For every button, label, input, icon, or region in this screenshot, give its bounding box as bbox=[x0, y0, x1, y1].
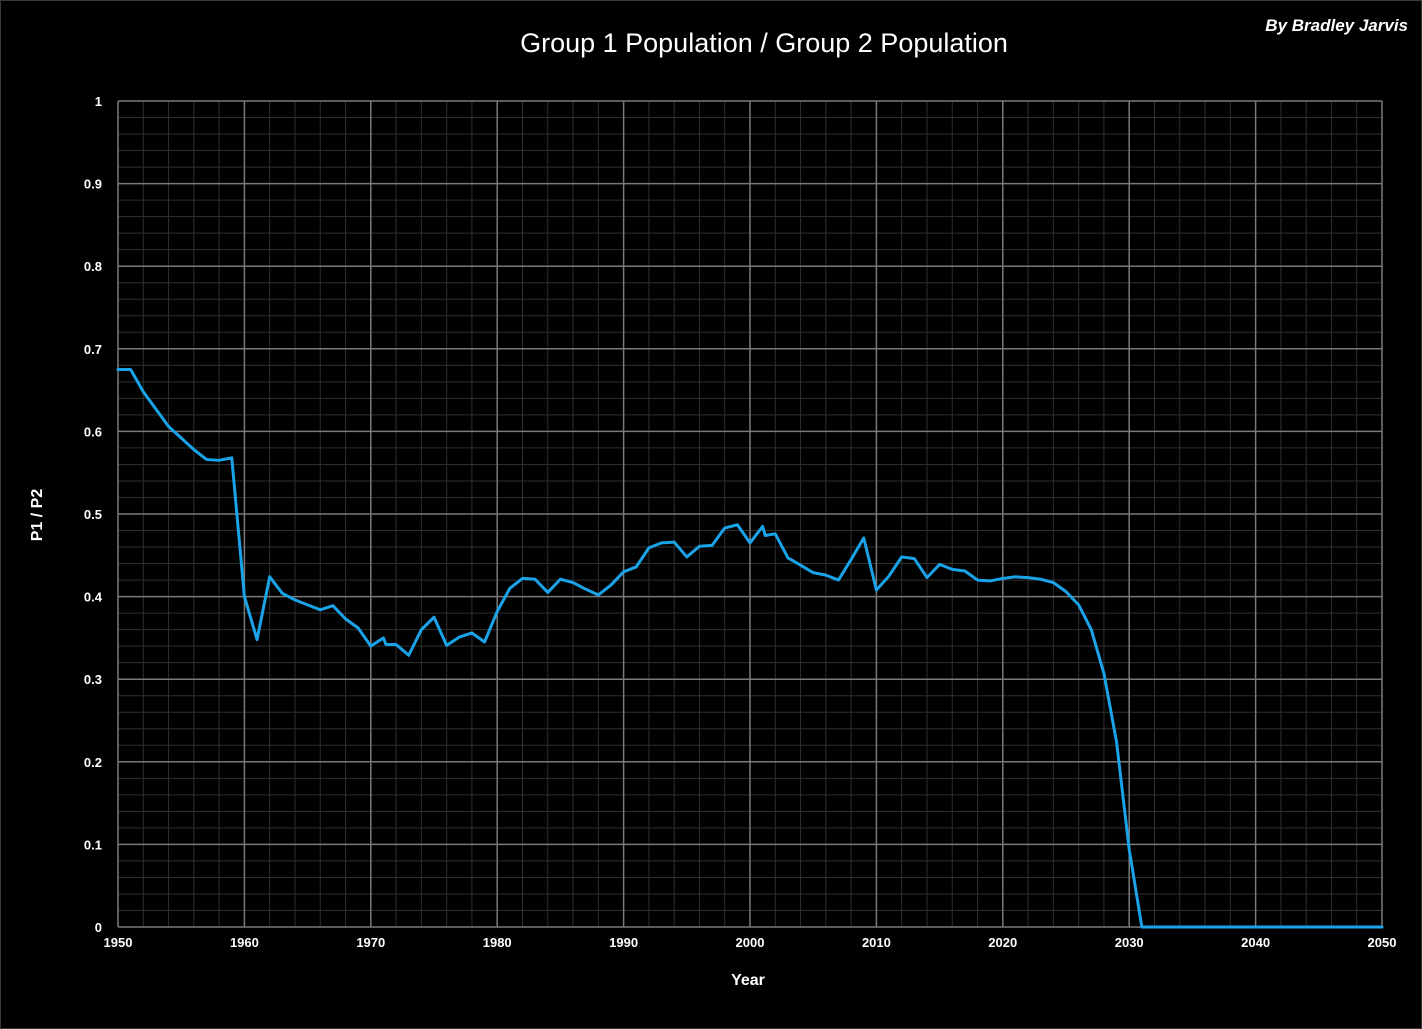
x-tick-label: 2020 bbox=[988, 935, 1017, 950]
y-tick-label: 0 bbox=[95, 920, 102, 935]
x-tick-label: 1980 bbox=[483, 935, 512, 950]
y-tick-label: 0.5 bbox=[84, 507, 102, 522]
y-tick-labels: 0 0.1 0.2 0.3 0.4 0.5 0.6 0.7 0.8 0.9 1 bbox=[84, 94, 103, 935]
y-tick-label: 1 bbox=[95, 94, 102, 109]
x-tick-label: 1990 bbox=[609, 935, 638, 950]
x-tick-label: 2040 bbox=[1241, 935, 1270, 950]
y-tick-label: 0.1 bbox=[84, 837, 102, 852]
chart-title: Group 1 Population / Group 2 Population bbox=[520, 28, 1008, 58]
x-tick-label: 2050 bbox=[1368, 935, 1397, 950]
y-tick-label: 0.6 bbox=[84, 424, 102, 439]
x-tick-label: 2030 bbox=[1115, 935, 1144, 950]
x-axis-label: Year bbox=[731, 972, 765, 989]
y-tick-label: 0.4 bbox=[84, 590, 103, 605]
major-gridlines bbox=[117, 100, 1383, 928]
y-tick-label: 0.2 bbox=[84, 755, 102, 770]
series-line-0 bbox=[116, 367, 1384, 929]
x-tick-label: 2010 bbox=[862, 935, 891, 950]
x-tick-label: 2000 bbox=[736, 935, 765, 950]
series-layer bbox=[116, 367, 1384, 929]
y-tick-label: 0.9 bbox=[84, 177, 102, 192]
x-tick-label: 1960 bbox=[230, 935, 259, 950]
x-tick-label: 1950 bbox=[104, 935, 133, 950]
x-tick-label: 1970 bbox=[356, 935, 385, 950]
author-credit: By Bradley Jarvis bbox=[1265, 16, 1408, 35]
x-tick-labels: 1950 1960 1970 1980 1990 2000 2010 2020 2030 2040… bbox=[104, 935, 1397, 950]
y-tick-label: 0.7 bbox=[84, 342, 102, 357]
y-tick-label: 0.3 bbox=[84, 672, 102, 687]
y-tick-label: 0.8 bbox=[84, 259, 102, 274]
